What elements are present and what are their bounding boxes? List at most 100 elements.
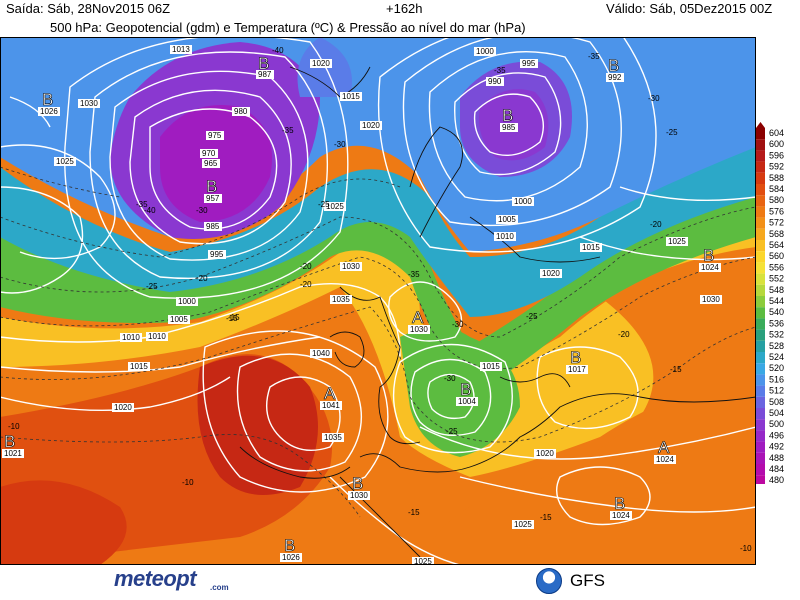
- green-band: [0, 187, 756, 397]
- isotherm-label: -40: [144, 206, 156, 215]
- isobar-label: 1005: [498, 215, 516, 224]
- isotherm-label: -15: [226, 314, 238, 323]
- legend-swatch: [756, 128, 765, 140]
- isobar-label: 1015: [342, 92, 360, 101]
- pressure-centre-letter: B: [206, 177, 217, 196]
- pressure-centre-letter: A: [412, 308, 424, 327]
- isobar-label: 995: [522, 59, 536, 68]
- isotherm-label: -15: [540, 513, 552, 522]
- legend-label: 556: [769, 262, 784, 272]
- isotherm-label: -25: [666, 128, 678, 137]
- isotherm-label: -15: [670, 365, 682, 374]
- chart-title: 500 hPa: Geopotencial (gdm) e Temperatur…: [50, 20, 526, 35]
- isobar-label: 1025: [668, 237, 686, 246]
- isotherm-label: -25: [526, 312, 538, 321]
- isotherm-label: -20: [300, 262, 312, 271]
- legend-swatch: [756, 385, 765, 397]
- legend-label: 548: [769, 285, 784, 295]
- legend-swatch: [756, 340, 765, 352]
- legend-swatch: [756, 139, 765, 151]
- legend-label: 492: [769, 442, 784, 452]
- pressure-centre-letter: B: [352, 474, 363, 493]
- legend-label: 544: [769, 296, 784, 306]
- pressure-centres: B B B B B A A B B B B B B A B: [4, 54, 715, 556]
- isobar-label: 1010: [496, 232, 514, 241]
- run-time: Saída: Sáb, 28Nov2015 06Z: [6, 1, 171, 16]
- isobar-label: 1013: [172, 45, 190, 54]
- isobar-labels: 1013 1020 1015 1030 1025 1020 1000 995 9…: [54, 45, 722, 565]
- pressure-centre-letter: B: [258, 54, 269, 73]
- legend-swatch: [756, 206, 765, 218]
- legend-label: 576: [769, 206, 784, 216]
- legend-swatch: [756, 161, 765, 173]
- isotherm-label: -30: [196, 206, 208, 215]
- legend-swatch: [756, 172, 765, 184]
- legend-swatch: [756, 452, 765, 464]
- legend-swatch: [756, 251, 765, 263]
- pressure-centre-values: 1026 987 957 985 992 1030 1041 1004 1017…: [2, 70, 721, 562]
- isobar-label: 965: [204, 159, 218, 168]
- legend-label: 508: [769, 397, 784, 407]
- meteopt-logo-suffix: .com: [210, 583, 229, 592]
- isobar-label: 990: [488, 77, 502, 86]
- isobar-label: 975: [208, 131, 222, 140]
- isotherm-labels: -40 -35 -30 -25 -20 -15 -10 -35 -30 -25 …: [8, 46, 752, 553]
- isobar-label: 1030: [342, 262, 360, 271]
- central-trough: [400, 327, 520, 457]
- noaa-logo-icon: [536, 568, 562, 594]
- pressure-centre-value: 1030: [350, 491, 368, 500]
- legend-label: 488: [769, 453, 784, 463]
- legend-label: 500: [769, 419, 784, 429]
- isotherm-label: -30: [452, 320, 464, 329]
- cyan-band: [0, 137, 756, 317]
- pressure-centre-value: 1030: [410, 325, 428, 334]
- pressure-centre-value: 1021: [4, 449, 22, 458]
- isobar-label: 1015: [482, 362, 500, 371]
- isobar-label: 1015: [130, 362, 148, 371]
- legend-label: 592: [769, 162, 784, 172]
- isotherm-label: -20: [650, 220, 662, 229]
- legend-swatch: [756, 464, 765, 476]
- isobar-label: 1020: [362, 121, 380, 130]
- pressure-centre-letter: B: [42, 90, 53, 109]
- pressure-centre-letter: B: [614, 494, 625, 513]
- isotherm-label: -35: [494, 66, 506, 75]
- warm-region-sw: [0, 480, 127, 565]
- legend-swatch: [756, 374, 765, 386]
- isobar-label: 1025: [414, 557, 432, 565]
- meteopt-logo: meteopt: [114, 566, 197, 591]
- legend-swatch: [756, 475, 765, 484]
- isobar-label: 985: [206, 222, 220, 231]
- isotherm-label: -20: [300, 280, 312, 289]
- isobar-label: 1025: [514, 520, 532, 529]
- legend-swatch: [756, 352, 765, 364]
- isobar-label: 1000: [476, 47, 494, 56]
- legend-label: 540: [769, 307, 784, 317]
- pressure-centre-value: 957: [206, 194, 220, 203]
- isotherm-label: -25: [146, 282, 158, 291]
- legend-swatch: [756, 408, 765, 420]
- legend-label: 512: [769, 386, 784, 396]
- isobar-label: 1030: [80, 99, 98, 108]
- legend-label: 532: [769, 330, 784, 340]
- pressure-centre-value: 1024: [701, 263, 719, 272]
- legend-swatch: [756, 396, 765, 408]
- legend-swatch: [756, 195, 765, 207]
- legend-swatch: [756, 296, 765, 308]
- isotherm-label: -15: [228, 313, 240, 322]
- isobar-label: 1030: [702, 295, 720, 304]
- pressure-centre-value: 992: [608, 73, 622, 82]
- pressure-centre-letter: A: [324, 384, 336, 403]
- isotherm-label: -25: [318, 200, 330, 209]
- legend-swatch: [756, 329, 765, 341]
- isobar-label: 1035: [332, 295, 350, 304]
- pressure-centre-value: 1004: [458, 397, 476, 406]
- legend-label: 552: [769, 274, 784, 284]
- legend-label: 568: [769, 229, 784, 239]
- legend-label: 600: [769, 139, 784, 149]
- legend-swatch: [756, 307, 765, 319]
- legend-label: 588: [769, 173, 784, 183]
- legend-swatch: [756, 430, 765, 442]
- pressure-centre-letter: B: [570, 348, 581, 367]
- isotherm-label: -35: [588, 52, 600, 61]
